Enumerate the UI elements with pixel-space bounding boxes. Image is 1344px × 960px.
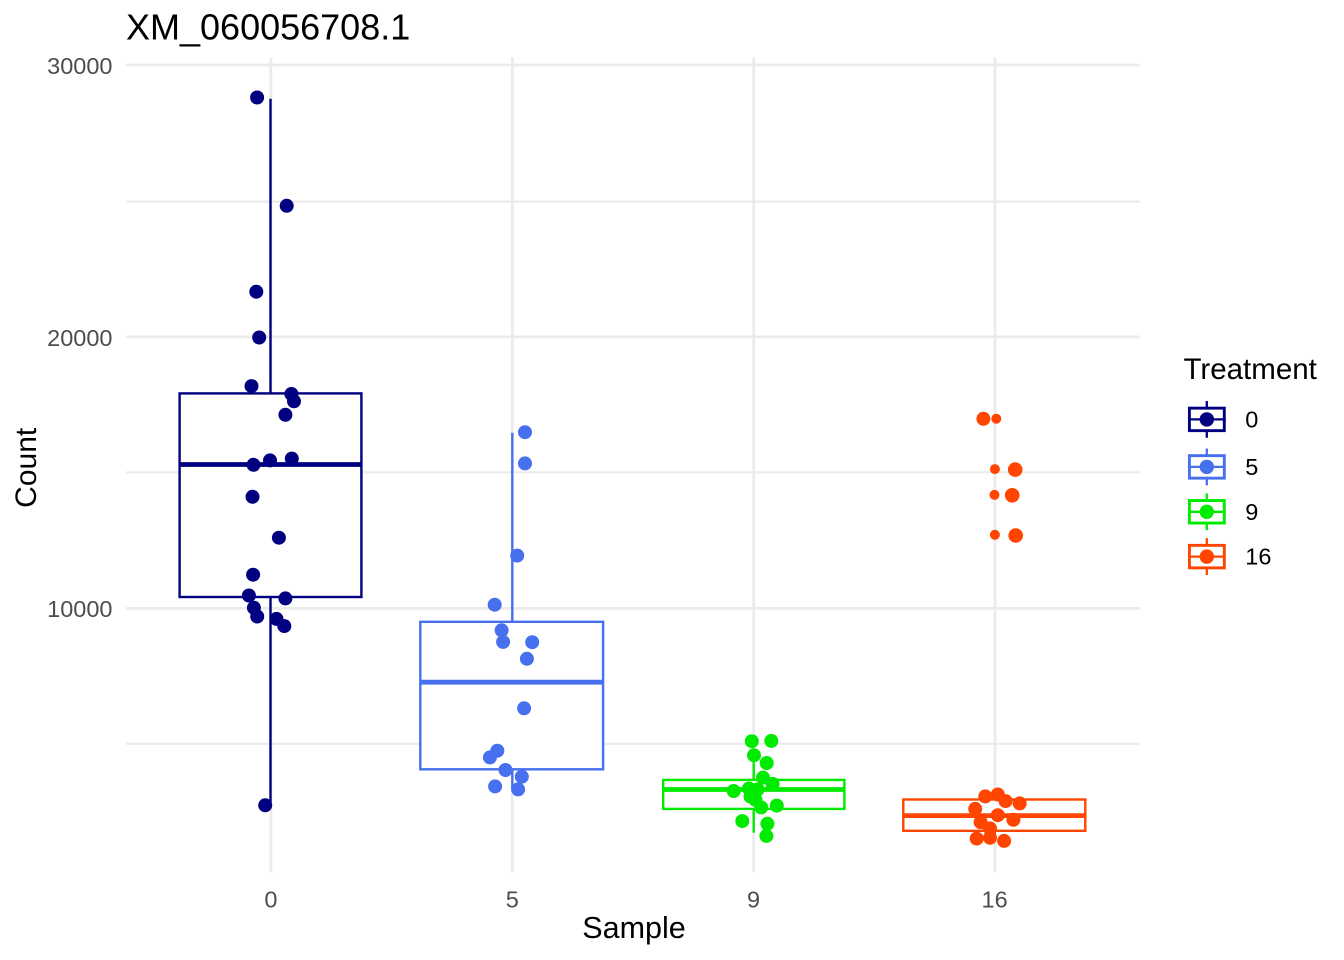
svg-text:9: 9 <box>1245 499 1258 525</box>
svg-text:10000: 10000 <box>47 596 112 622</box>
svg-text:30000: 30000 <box>47 53 112 79</box>
svg-text:Treatment: Treatment <box>1184 353 1317 386</box>
svg-text:Count: Count <box>10 427 43 508</box>
svg-text:5: 5 <box>506 886 519 912</box>
svg-text:5: 5 <box>1245 454 1258 480</box>
svg-text:Sample: Sample <box>582 911 685 945</box>
svg-text:9: 9 <box>747 886 760 912</box>
svg-text:16: 16 <box>1245 544 1271 570</box>
svg-text:XM_060056708.1: XM_060056708.1 <box>126 7 410 48</box>
svg-text:20000: 20000 <box>47 325 112 351</box>
svg-text:16: 16 <box>982 886 1008 912</box>
svg-text:0: 0 <box>264 886 277 912</box>
svg-text:0: 0 <box>1245 407 1258 433</box>
